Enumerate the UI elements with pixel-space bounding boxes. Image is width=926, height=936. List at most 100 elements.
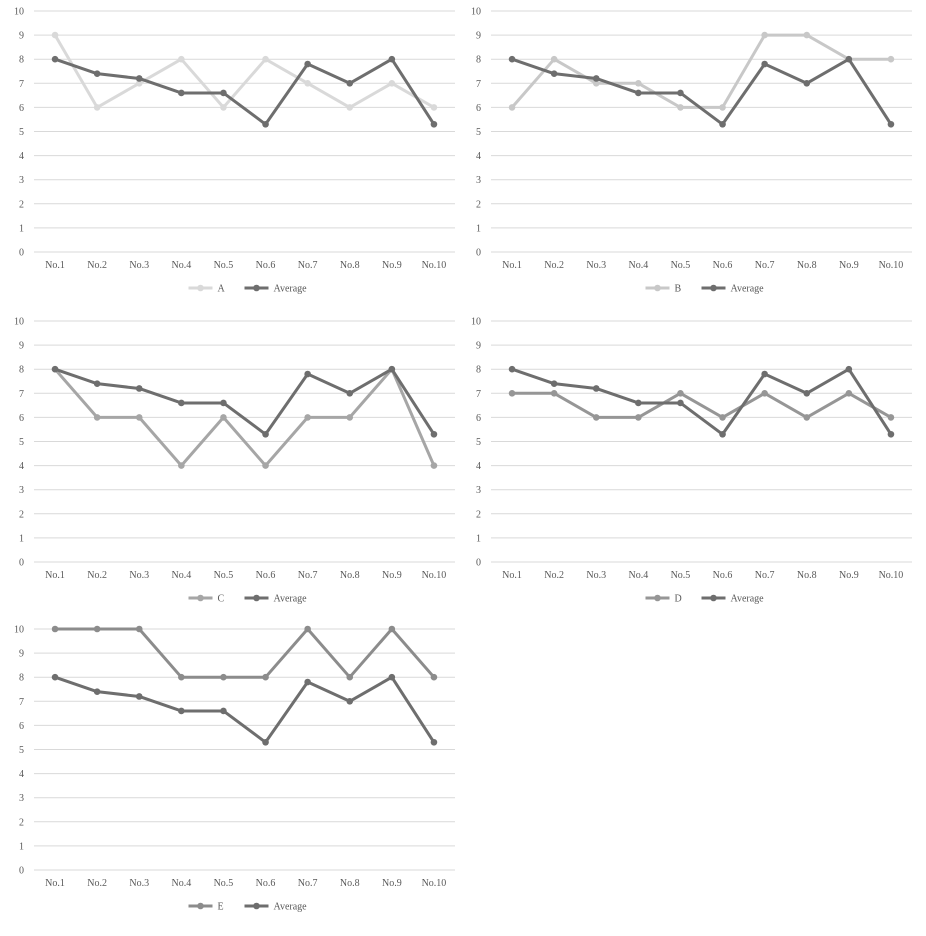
x-tick-label: No.1 <box>45 878 65 889</box>
x-tick-label: No.7 <box>298 878 318 889</box>
data-point <box>388 365 396 373</box>
line-chart-d: 0 1 2 3 4 5 6 7 8 9 10 No.1 No.2 No.3 No.4 No.5 No.6 No.7… <box>471 317 912 605</box>
data-point <box>430 462 438 469</box>
series-e <box>51 625 438 681</box>
legend-label: Average <box>731 594 765 605</box>
y-tick-label: 6 <box>19 103 24 114</box>
x-tick-label: No.2 <box>87 878 107 889</box>
data-point <box>761 31 768 39</box>
data-point <box>346 80 354 87</box>
x-tick-label: No.6 <box>713 570 733 581</box>
series-d <box>508 390 895 421</box>
y-tick-label: 9 <box>19 649 24 660</box>
data-point <box>220 673 227 681</box>
y-tick-label: 8 <box>19 365 24 376</box>
y-tick-label: 0 <box>19 248 24 259</box>
data-point <box>262 673 269 681</box>
y-tick-label: 5 <box>19 745 24 756</box>
x-tick-label: No.9 <box>382 878 402 889</box>
x-tick-label: No.9 <box>839 260 859 271</box>
data-point <box>592 414 600 421</box>
data-point <box>803 31 811 39</box>
x-tick-label: No.10 <box>879 260 904 271</box>
series-average <box>51 365 438 438</box>
data-point <box>761 390 768 397</box>
legend-label: D <box>675 594 682 605</box>
line-chart-a: 0 1 2 3 4 5 6 7 8 9 10 No.1 No.2 No.3 No.4 No.5 No.6 No.7… <box>14 7 455 295</box>
y-tick-label: 3 <box>19 485 24 496</box>
data-point <box>845 390 853 397</box>
y-tick-label: 5 <box>476 127 481 138</box>
y-tick-label: 10 <box>471 7 481 18</box>
gridlines <box>491 10 912 253</box>
y-tick-label: 0 <box>19 558 24 569</box>
y-tick-label: 1 <box>19 223 24 234</box>
x-tick-label: No.4 <box>171 878 191 889</box>
data-point <box>635 89 642 97</box>
legend-item: A <box>188 284 226 295</box>
x-tick-label: No.3 <box>586 260 606 271</box>
data-point <box>220 414 227 421</box>
y-tick-label: 4 <box>476 151 481 162</box>
line-chart-e: 0 1 2 3 4 5 6 7 8 9 10 No.1 No.2 No.3 No.4 No.5 No.6 No.7… <box>14 625 455 913</box>
y-tick-label: 8 <box>19 673 24 684</box>
legend: D Average <box>645 594 765 605</box>
y-tick-label: 5 <box>476 437 481 448</box>
series-average <box>51 673 438 746</box>
x-tick-label: No.10 <box>422 570 447 581</box>
y-tick-label: 4 <box>19 151 24 162</box>
data-point <box>135 385 143 392</box>
data-point <box>845 365 853 373</box>
legend: C Average <box>188 594 307 605</box>
data-point <box>93 104 101 111</box>
chart-panel-e: 0 1 2 3 4 5 6 7 8 9 10 No.1 No.2 No.3 No.4 No.5 No.6 No.7… <box>0 618 463 923</box>
x-tick-label: No.8 <box>340 260 360 271</box>
y-tick-label: 1 <box>19 533 24 544</box>
legend-item: Average <box>701 594 765 605</box>
y-tick-label: 9 <box>476 31 481 42</box>
y-tick-label: 3 <box>19 175 24 186</box>
y-tick-label: 1 <box>476 223 481 234</box>
line-chart-c: 0 1 2 3 4 5 6 7 8 9 10 No.1 No.2 No.3 No.4 No.5 No.6 No.7… <box>14 317 455 605</box>
legend-label: B <box>675 284 682 295</box>
legend-label: A <box>218 284 226 295</box>
data-point <box>388 625 396 633</box>
y-tick-label: 9 <box>19 341 24 352</box>
x-tick-label: No.6 <box>256 260 276 271</box>
data-point <box>677 390 684 397</box>
y-tick-label: 8 <box>476 55 481 66</box>
x-tick-label: No.2 <box>544 260 564 271</box>
data-point <box>719 120 726 128</box>
y-tick-label: 5 <box>19 437 24 448</box>
data-point <box>220 707 227 715</box>
y-tick-label: 3 <box>476 485 481 496</box>
x-tick-label: No.10 <box>422 878 447 889</box>
y-tick-label: 8 <box>476 365 481 376</box>
data-point <box>346 698 354 705</box>
data-point <box>635 80 642 87</box>
legend-item: C <box>188 594 225 605</box>
y-tick-label: 2 <box>19 509 24 520</box>
y-tick-label: 1 <box>476 533 481 544</box>
data-point <box>550 380 558 387</box>
data-point <box>304 60 311 68</box>
data-point <box>887 430 895 438</box>
series-average <box>508 55 895 128</box>
x-tick-label: No.3 <box>129 878 149 889</box>
data-point <box>220 89 227 97</box>
legend-swatch-marker <box>710 594 717 602</box>
data-point <box>178 673 185 681</box>
x-tick-label: No.2 <box>87 570 107 581</box>
x-tick-label: No.8 <box>340 570 360 581</box>
data-point <box>178 399 185 407</box>
data-point <box>887 414 895 421</box>
data-point <box>388 80 396 87</box>
y-tick-label: 2 <box>476 509 481 520</box>
legend-swatch-marker <box>253 284 260 292</box>
data-point <box>508 55 516 63</box>
data-point <box>93 380 101 387</box>
x-tick-label: No.5 <box>671 260 691 271</box>
chart-panel-c: 0 1 2 3 4 5 6 7 8 9 10 No.1 No.2 No.3 No.4 No.5 No.6 No.7… <box>0 310 463 615</box>
data-point <box>93 625 101 633</box>
data-point <box>51 673 59 681</box>
